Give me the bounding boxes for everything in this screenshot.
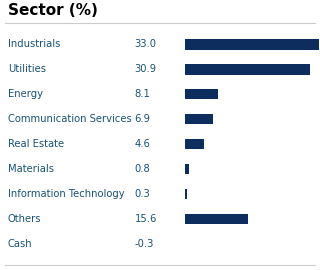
FancyBboxPatch shape [185,114,213,124]
Text: 0.3: 0.3 [135,189,150,199]
Text: Others: Others [8,214,41,224]
Text: Utilities: Utilities [8,64,46,74]
Text: 4.6: 4.6 [135,139,150,149]
Text: 0.8: 0.8 [135,164,150,174]
FancyBboxPatch shape [185,64,310,75]
Text: 8.1: 8.1 [135,89,150,99]
FancyBboxPatch shape [185,89,218,99]
FancyBboxPatch shape [185,189,187,199]
Text: 15.6: 15.6 [135,214,157,224]
Text: Real Estate: Real Estate [8,139,64,149]
FancyBboxPatch shape [185,214,248,224]
Text: Communication Services: Communication Services [8,114,132,124]
Text: 30.9: 30.9 [135,64,157,74]
Text: 6.9: 6.9 [135,114,151,124]
Text: 33.0: 33.0 [135,39,156,49]
FancyBboxPatch shape [185,39,319,50]
FancyBboxPatch shape [185,164,188,174]
Text: Cash: Cash [8,239,32,249]
Text: Information Technology: Information Technology [8,189,124,199]
Text: Energy: Energy [8,89,43,99]
Text: -0.3: -0.3 [135,239,154,249]
Text: Materials: Materials [8,164,54,174]
FancyBboxPatch shape [185,139,204,149]
Text: Sector (%): Sector (%) [8,3,98,18]
Text: Industrials: Industrials [8,39,60,49]
